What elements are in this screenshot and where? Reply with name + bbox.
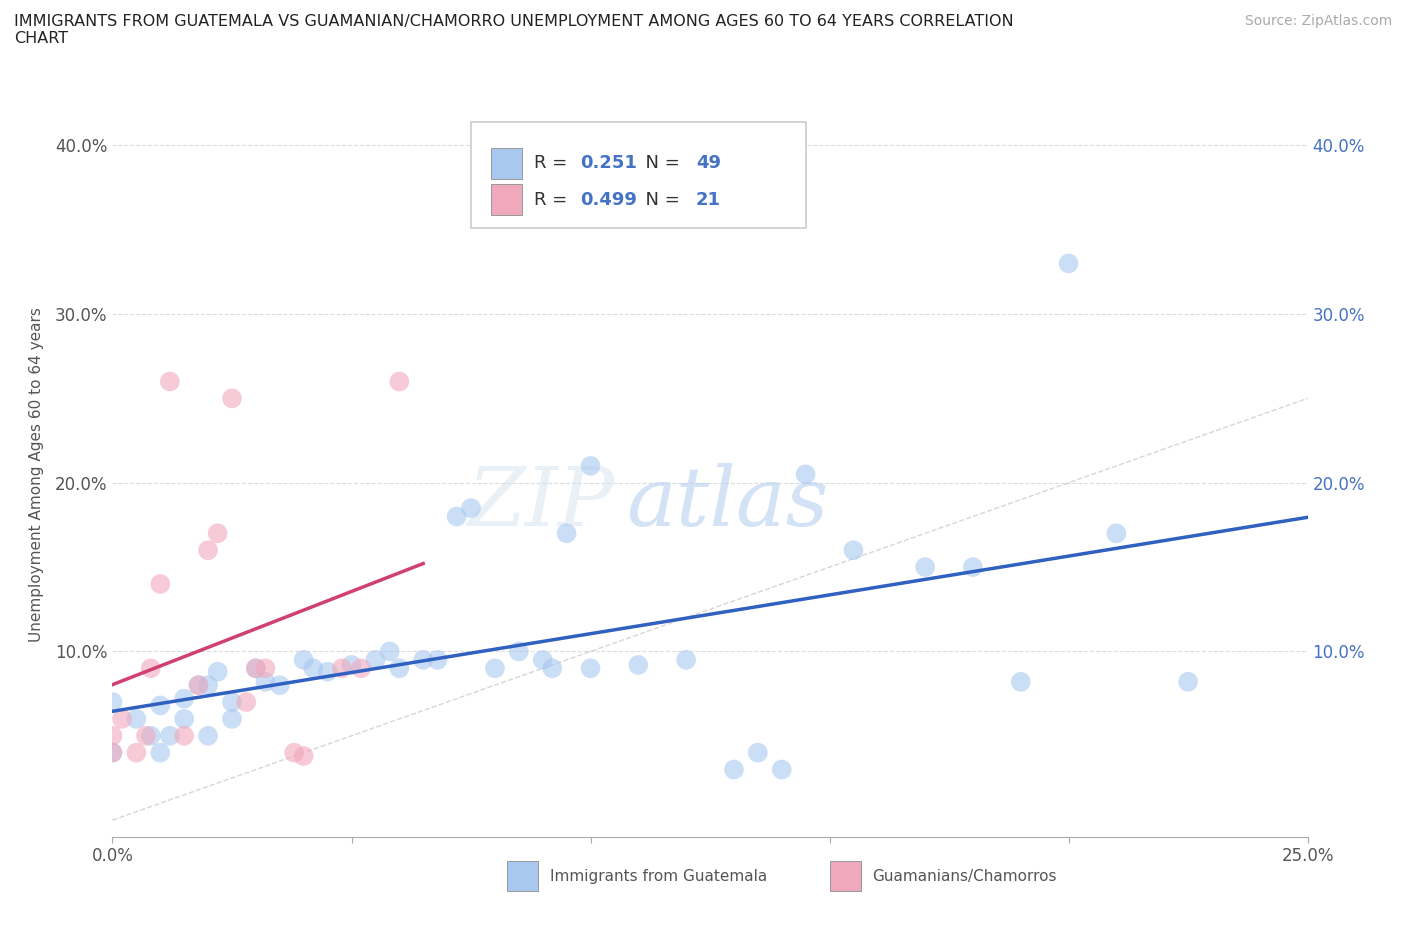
Point [187,678,209,693]
Point [1057,256,1080,271]
Point [149,577,172,591]
Text: IMMIGRANTS FROM GUATEMALA VS GUAMANIAN/CHAMORRO UNEMPLOYMENT AMONG AGES 60 TO 64: IMMIGRANTS FROM GUATEMALA VS GUAMANIAN/C… [14,14,1014,46]
Point [254,661,277,676]
Point [159,728,181,743]
Point [197,543,219,558]
Point [1010,674,1032,689]
Point [364,653,387,668]
Point [111,711,134,726]
Text: N =: N = [634,191,685,208]
Text: R =: R = [534,191,574,208]
Point [207,664,229,679]
Bar [508,861,538,891]
Point [139,728,162,743]
Point [101,695,124,710]
Point [125,711,148,726]
Point [1105,525,1128,540]
Point [197,678,219,693]
Text: N =: N = [634,154,685,172]
Point [221,711,243,726]
Point [531,653,554,668]
Point [173,691,195,706]
Point [254,674,277,689]
Point [579,458,602,473]
Point [962,560,984,575]
Point [340,658,363,672]
Point [555,525,578,540]
Point [221,695,243,710]
Text: atlas: atlas [627,463,828,543]
FancyBboxPatch shape [471,123,806,228]
Text: Source: ZipAtlas.com: Source: ZipAtlas.com [1244,14,1392,28]
Point [388,661,411,676]
Point [675,653,697,668]
Point [245,661,267,676]
Point [235,695,257,710]
Point [842,543,865,558]
Point [221,391,243,405]
Point [770,762,793,777]
Point [101,745,124,760]
Point [627,658,650,672]
Bar [830,861,860,891]
Point [245,661,267,676]
Bar [491,148,523,179]
Point [292,653,315,668]
Point [747,745,769,760]
Text: 0.251: 0.251 [579,154,637,172]
Point [125,745,148,760]
Point [723,762,745,777]
Bar [491,184,523,215]
Text: Immigrants from Guatemala: Immigrants from Guatemala [550,870,768,884]
Point [283,745,305,760]
Point [579,661,602,676]
Point [139,661,162,676]
Point [460,500,482,515]
Text: ZIP: ZIP [468,463,614,543]
Point [484,661,506,676]
Point [316,664,339,679]
Point [207,525,229,540]
Point [101,728,124,743]
Text: Guamanians/Chamorros: Guamanians/Chamorros [873,870,1057,884]
Point [330,661,353,676]
Point [541,661,564,676]
Point [173,711,195,726]
Point [388,374,411,389]
Text: 49: 49 [696,154,721,172]
Point [1177,674,1199,689]
Point [350,661,373,676]
Point [269,678,291,693]
Point [914,560,936,575]
Point [412,653,434,668]
Point [794,467,817,482]
Point [302,661,325,676]
Text: R =: R = [534,154,574,172]
Point [378,644,401,658]
Point [508,644,530,658]
Point [149,698,172,713]
Point [292,749,315,764]
Point [426,653,449,668]
Point [149,745,172,760]
Point [159,374,181,389]
Point [135,728,157,743]
Text: 21: 21 [696,191,721,208]
Text: 0.499: 0.499 [579,191,637,208]
Y-axis label: Unemployment Among Ages 60 to 64 years: Unemployment Among Ages 60 to 64 years [30,307,44,642]
Point [197,728,219,743]
Point [173,728,195,743]
Point [446,509,468,524]
Point [101,745,124,760]
Point [187,678,209,693]
